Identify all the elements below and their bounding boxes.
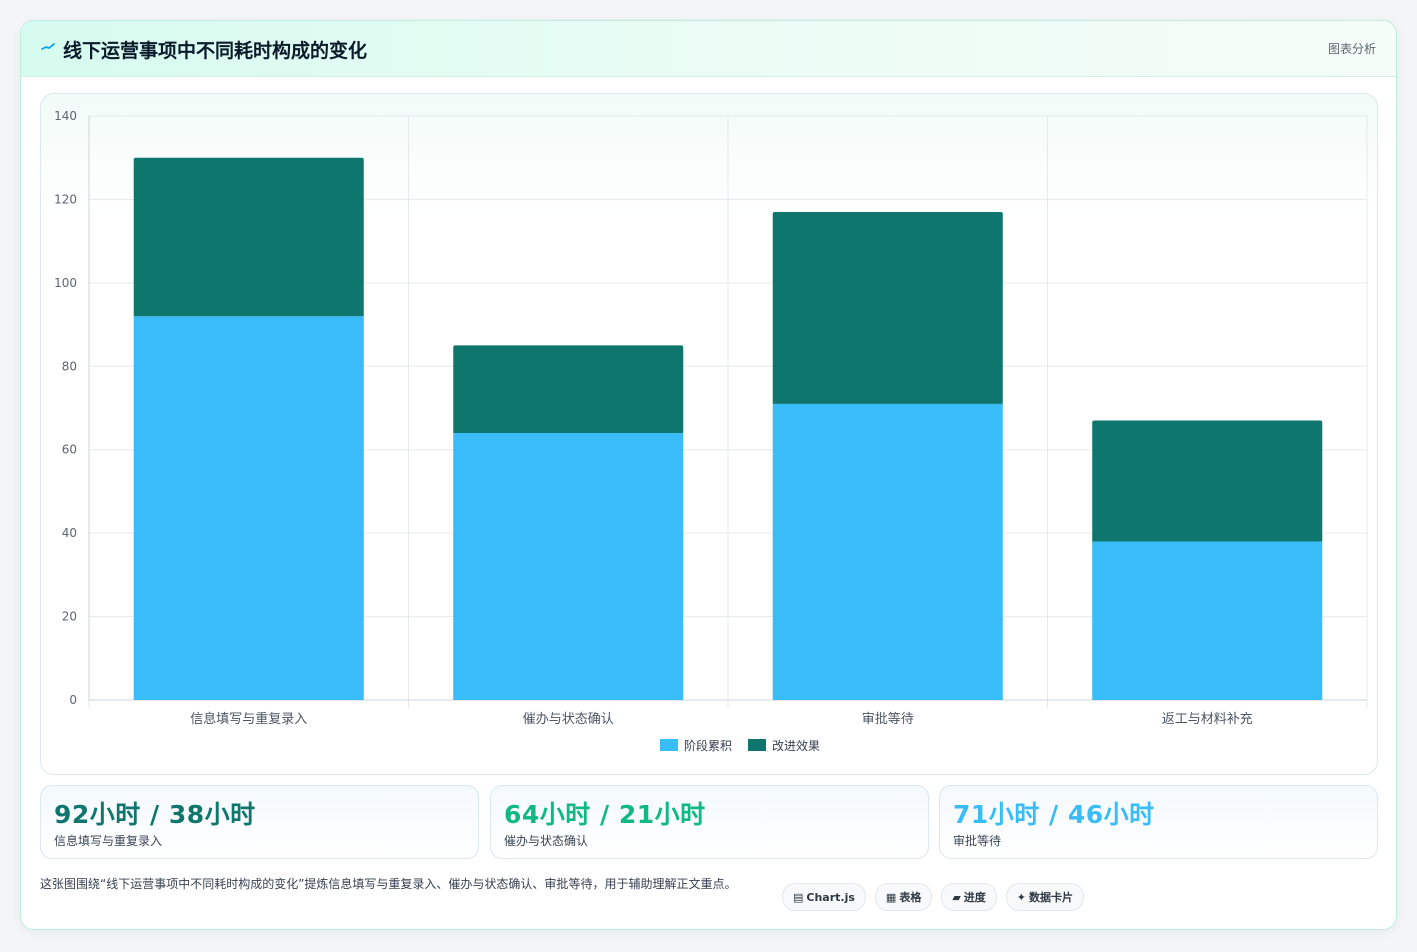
kpi-label: 信息填写与重复录入: [54, 834, 163, 848]
chart-area: 0 20 40 60 80 100 120 140 信息填写与重复录入 催办与状态确认 审批等待 返工…: [40, 93, 1378, 775]
chart-description: 这张图围绕“线下运营事项中不同耗时构成的变化”提炼信息填写与重复录入、催办与状态…: [40, 877, 737, 891]
legend-swatch-1: [660, 739, 678, 751]
header-tag: 图表分析: [1327, 42, 1376, 56]
kpi-value: 71小时 / 46小时: [953, 800, 1155, 829]
x-tick-label: 信息填写与重复录入: [190, 711, 307, 727]
kpi-label: 催办与状态确认: [504, 834, 589, 848]
pill-data-card[interactable]: ✦ 数据卡片: [1005, 883, 1085, 911]
y-tick-label: 40: [62, 526, 77, 540]
pill-chartjs[interactable]: ▤ Chart.js: [782, 883, 866, 911]
bar-2-4: [1092, 420, 1323, 542]
bar-1-3: [772, 403, 1003, 700]
pill-label: Chart.js: [806, 890, 855, 904]
x-tick-label: 审批等待: [862, 711, 914, 727]
y-tick-label: 0: [69, 693, 77, 707]
kpi-value: 92小时 / 38小时: [54, 800, 256, 829]
feature-pills: ▤ Chart.js ▦ 表格 ▰ 进度 ✦ 数据卡片: [782, 883, 1085, 911]
pill-label: 数据卡片: [1029, 891, 1074, 904]
legend-label-2: 改进效果: [772, 738, 820, 753]
y-tick-label: 80: [62, 359, 77, 373]
x-tick-label: 催办与状态确认: [523, 712, 614, 727]
stacked-bar-chart: 0 20 40 60 80 100 120 140 信息填写与重复录入 催办与状态确认 审批等待 返工…: [54, 109, 1368, 753]
x-tick-label: 返工与材料补充: [1162, 711, 1253, 727]
bar-1-4: [1092, 541, 1323, 700]
bar-1-2: [453, 433, 684, 700]
y-tick-label: 60: [62, 443, 77, 457]
bar-2-2: [453, 345, 684, 434]
table-icon: ▦: [885, 890, 897, 904]
card-header: 线下运营事项中不同耗时构成的变化 图表分析: [21, 21, 1396, 77]
y-tick-label: 20: [62, 610, 77, 624]
y-tick-label: 120: [54, 192, 77, 206]
kpi-value: 64小时 / 21小时: [504, 800, 706, 829]
progress-icon: ▰: [952, 890, 961, 904]
y-tick-label: 100: [54, 276, 77, 290]
kpi-label: 审批等待: [953, 834, 1002, 848]
y-tick-label: 140: [54, 109, 77, 123]
page-title: 线下运营事项中不同耗时构成的变化: [63, 40, 368, 62]
legend-swatch-2: [748, 739, 766, 751]
kpi-card-3: 71小时 / 46小时 审批等待: [939, 785, 1378, 859]
legend-label-1: 阶段累积: [684, 738, 732, 753]
pill-label: 表格: [899, 891, 922, 904]
chart-icon: ▤: [793, 890, 804, 904]
kpi-card-1: 92小时 / 38小时 信息填写与重复录入: [40, 785, 479, 859]
pill-progress[interactable]: ▰ 进度: [941, 883, 997, 911]
bar-1-1: [133, 316, 364, 700]
pill-table[interactable]: ▦ 表格: [874, 883, 933, 911]
pill-label: 进度: [963, 891, 986, 904]
bar-2-3: [772, 211, 1003, 404]
bar-2-1: [133, 157, 364, 317]
card-icon: ✦: [1016, 890, 1027, 904]
kpi-card-2: 64小时 / 21小时 催办与状态确认: [490, 785, 929, 859]
chart-logo-icon: [41, 43, 55, 50]
chart-card: 线下运营事项中不同耗时构成的变化 图表分析 0 20 40 60 80 100 120 140…: [20, 20, 1397, 930]
